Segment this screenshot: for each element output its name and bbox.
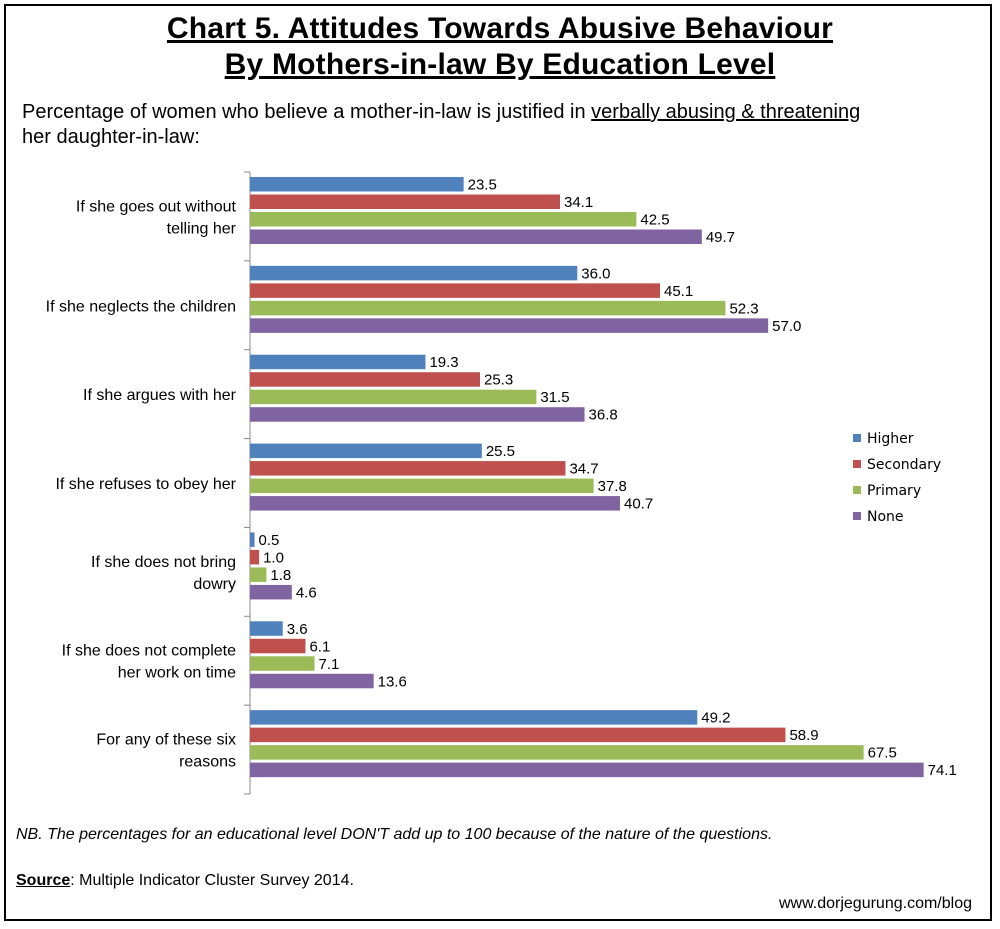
legend-swatch-none <box>853 512 861 520</box>
bar-secondary <box>250 194 560 209</box>
data-label: 7.1 <box>319 656 340 673</box>
bar-none <box>250 584 292 600</box>
source-line: Source: Multiple Indicator Cluster Surve… <box>16 872 354 890</box>
bar-higher <box>250 532 255 547</box>
legend-swatch-higher <box>853 434 861 442</box>
bar-primary <box>250 389 537 405</box>
data-label: 25.5 <box>486 443 515 460</box>
bar-primary <box>250 745 864 760</box>
data-label: 6.1 <box>309 638 330 655</box>
data-label: 4.6 <box>296 584 317 601</box>
bar-higher <box>250 265 578 281</box>
data-label: 1.0 <box>263 549 284 566</box>
bar-secondary <box>250 283 660 298</box>
bar-primary <box>250 478 594 494</box>
legend-entry: None <box>867 509 904 525</box>
category-label: her work on time <box>118 665 236 682</box>
footnote: NB. The percentages for an educational l… <box>16 826 773 843</box>
bar-higher <box>250 710 698 725</box>
category-label: If she neglects the children <box>46 298 236 315</box>
data-label: 49.7 <box>706 229 735 246</box>
data-label: 34.1 <box>564 194 593 211</box>
bar-higher <box>250 621 283 636</box>
data-label: 42.5 <box>640 212 669 229</box>
bar-secondary <box>250 727 786 743</box>
bar-higher <box>250 177 464 192</box>
source-label: Source <box>16 872 71 889</box>
legend-entry: Higher <box>867 431 914 447</box>
data-label: 25.3 <box>484 372 513 389</box>
data-label: 37.8 <box>598 478 627 495</box>
bar-none <box>250 407 585 422</box>
category-label: dowry <box>193 576 236 593</box>
data-label: 67.5 <box>868 745 897 762</box>
bar-primary <box>250 656 315 671</box>
bar-primary <box>250 567 267 582</box>
data-label: 49.2 <box>701 710 730 727</box>
bar-primary <box>250 300 726 316</box>
chart-title-line2: By Mothers-in-law By Education Level <box>224 48 776 81</box>
bar-none <box>250 762 924 778</box>
chart-title-line1: Chart 5. Attitudes Towards Abusive Behav… <box>166 12 834 45</box>
category-label: For any of these six <box>96 732 236 749</box>
bar-none <box>250 673 374 689</box>
chart-frame <box>4 4 992 921</box>
bar-secondary <box>250 638 306 654</box>
bar-secondary <box>250 549 260 565</box>
category-label: If she argues with her <box>83 387 237 404</box>
data-label: 34.7 <box>569 461 598 478</box>
data-label: 19.3 <box>429 354 458 371</box>
category-label: If she refuses to obey her <box>55 476 236 493</box>
bar-none <box>250 318 769 333</box>
bar-higher <box>250 354 426 370</box>
bar-higher <box>250 443 482 459</box>
subtitle-prefix: Percentage of women who believe a mother… <box>22 101 592 123</box>
legend-swatch-primary <box>853 486 861 494</box>
bar-primary <box>250 212 637 227</box>
category-label: If she does not complete <box>62 643 236 660</box>
data-label: 40.7 <box>624 496 653 513</box>
data-label: 36.8 <box>589 407 618 424</box>
category-label: If she does not bring <box>91 554 236 571</box>
data-label: 23.5 <box>468 177 497 194</box>
category-label: If she goes out without <box>76 198 237 215</box>
data-label: 36.0 <box>581 265 610 282</box>
subtitle-emphasis: verbally abusing & threatening <box>591 101 861 123</box>
bar-secondary <box>250 461 566 476</box>
legend-swatch-secondary <box>853 460 861 468</box>
data-label: 0.5 <box>259 532 280 549</box>
category-label: telling her <box>167 220 237 237</box>
bar-none <box>250 496 620 511</box>
chart-subtitle: Percentage of women who believe a mother… <box>22 100 982 150</box>
data-label: 58.9 <box>789 727 818 744</box>
data-label: 74.1 <box>928 762 957 779</box>
data-label: 31.5 <box>540 389 569 406</box>
data-label: 13.6 <box>378 673 407 690</box>
category-label: reasons <box>179 754 236 771</box>
data-label: 45.1 <box>664 283 693 300</box>
bar-secondary <box>250 372 480 387</box>
data-label: 52.3 <box>729 300 758 317</box>
legend-entry: Primary <box>867 483 921 499</box>
bar-none <box>250 229 702 244</box>
data-label: 1.8 <box>270 567 291 584</box>
website-credit: www.dorjegurung.com/blog <box>779 895 972 912</box>
legend-entry: Secondary <box>867 457 941 473</box>
subtitle-suffix: her daughter-in-law: <box>22 126 200 148</box>
data-label: 57.0 <box>772 318 801 335</box>
source-text: : Multiple Indicator Cluster Survey 2014… <box>70 872 354 889</box>
data-label: 3.6 <box>287 621 308 638</box>
